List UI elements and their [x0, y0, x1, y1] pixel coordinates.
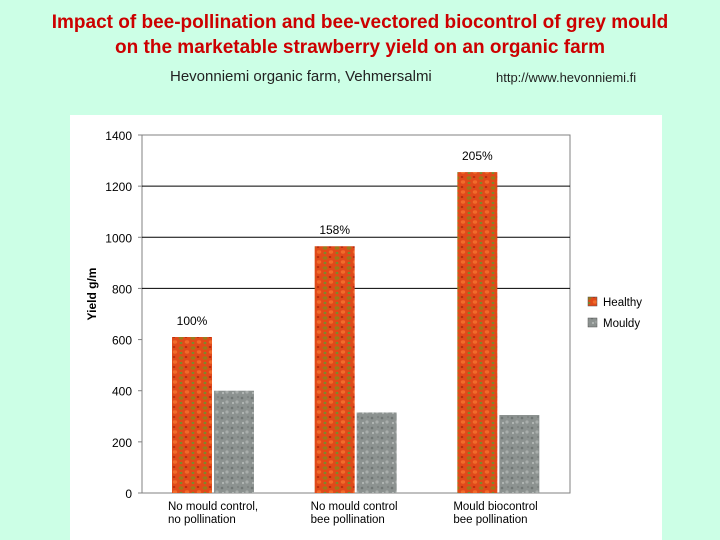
x-category-label: No mould control, [168, 501, 258, 513]
y-axis-label: Yield g/m [85, 268, 99, 321]
bar-data-label: 205% [462, 149, 493, 163]
farm-url: http://www.hevonniemi.fi [496, 70, 637, 85]
x-category-label: no pollination [168, 514, 236, 526]
legend-label-mouldy: Mouldy [603, 318, 640, 330]
farm-subtitle: Hevonniemi organic farm, Vehmersalmi [170, 68, 432, 85]
x-category-label: Mould biocontrol [453, 501, 537, 513]
bar-mouldy [499, 415, 540, 493]
y-tick-label: 600 [112, 334, 132, 348]
bar-healthy [172, 337, 212, 493]
x-category-label: No mould control [311, 501, 398, 513]
y-tick-label: 200 [112, 436, 132, 450]
title-line-2: on the marketable strawberry yield on an… [115, 37, 605, 58]
legend-label-healthy: Healthy [603, 297, 642, 309]
bar-data-label: 158% [319, 223, 350, 237]
x-category-label: bee pollination [311, 514, 385, 526]
y-tick-label: 800 [112, 282, 132, 296]
slide-title: Impact of bee-pollination and bee-vector… [0, 10, 720, 60]
y-tick-label: 1200 [105, 180, 132, 194]
y-tick-label: 0 [125, 487, 132, 501]
bar-chart: 0 200 400 600 800 1000 1200 1400 Yield g/m 100% No… [85, 129, 642, 526]
bar-healthy [457, 172, 498, 494]
title-line-1: Impact of bee-pollination and bee-vector… [51, 12, 669, 33]
bar-data-label: 100% [177, 314, 208, 328]
y-tick-label: 400 [112, 385, 132, 399]
x-category-label: bee pollination [453, 514, 527, 526]
y-tick-label: 1000 [105, 231, 132, 245]
bar-healthy [314, 246, 355, 493]
chart-panel: 0 200 400 600 800 1000 1200 1400 Yield g/m 100% No… [70, 115, 662, 540]
plot-area [141, 134, 571, 494]
bar-mouldy [356, 412, 397, 493]
y-tick-label: 1400 [105, 129, 132, 143]
legend-swatch-healthy [587, 296, 598, 307]
legend-swatch-mouldy [587, 317, 598, 328]
bar-mouldy [214, 390, 254, 493]
